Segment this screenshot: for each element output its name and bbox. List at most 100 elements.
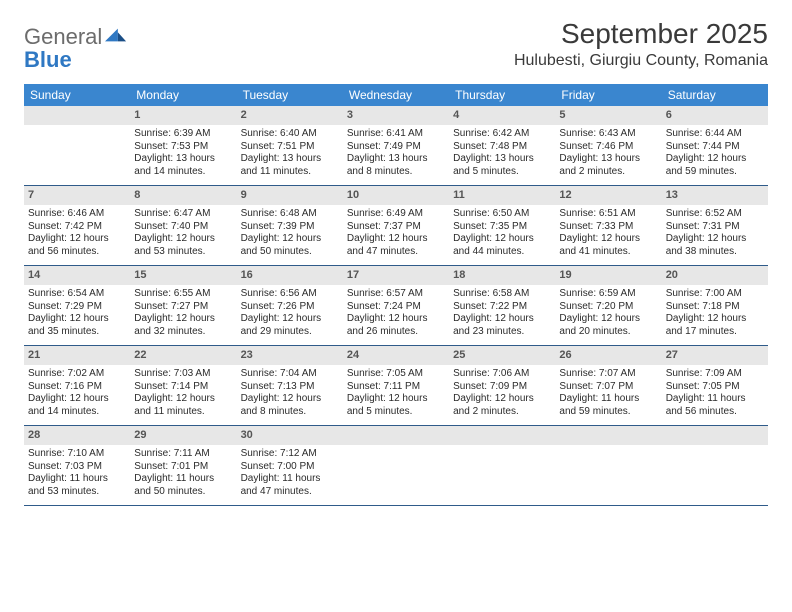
day-number-bar: 4: [449, 106, 555, 125]
day-cell: 4Sunrise: 6:42 AMSunset: 7:48 PMDaylight…: [449, 106, 555, 185]
day-cell: 3Sunrise: 6:41 AMSunset: 7:49 PMDaylight…: [343, 106, 449, 185]
title-block: September 2025 Hulubesti, Giurgiu County…: [514, 18, 768, 70]
day-number: 14: [28, 269, 40, 281]
day-number: 11: [453, 189, 465, 201]
sunset-line: Sunset: 7:14 PM: [134, 381, 232, 394]
day-number-bar: 13: [662, 186, 768, 205]
day-number: [559, 429, 562, 441]
day-number: 10: [347, 189, 359, 201]
day-number-bar: 20: [662, 266, 768, 285]
day-number: 23: [241, 349, 253, 361]
day-number-bar: 7: [24, 186, 130, 205]
daylight-line: Daylight: 12 hours and 23 minutes.: [453, 313, 551, 339]
day-number: 29: [134, 429, 146, 441]
day-number-bar: 6: [662, 106, 768, 125]
daylight-line: Daylight: 11 hours and 59 minutes.: [559, 393, 657, 419]
day-cell: 29Sunrise: 7:11 AMSunset: 7:01 PMDayligh…: [130, 426, 236, 505]
day-number: 25: [453, 349, 465, 361]
day-number: 20: [666, 269, 678, 281]
sunset-line: Sunset: 7:05 PM: [666, 381, 764, 394]
day-number-bar: 1: [130, 106, 236, 125]
day-number: [347, 429, 350, 441]
daylight-line: Daylight: 12 hours and 38 minutes.: [666, 233, 764, 259]
sunrise-line: Sunrise: 6:52 AM: [666, 208, 764, 221]
sunrise-line: Sunrise: 6:51 AM: [559, 208, 657, 221]
day-number: 13: [666, 189, 678, 201]
sunset-line: Sunset: 7:37 PM: [347, 221, 445, 234]
day-cell: [449, 426, 555, 505]
sunset-line: Sunset: 7:46 PM: [559, 141, 657, 154]
day-number-bar: 5: [555, 106, 661, 125]
sunset-line: Sunset: 7:39 PM: [241, 221, 339, 234]
day-number: 3: [347, 109, 353, 121]
day-cell: 21Sunrise: 7:02 AMSunset: 7:16 PMDayligh…: [24, 346, 130, 425]
day-number: 17: [347, 269, 359, 281]
day-number-bar: [662, 426, 768, 445]
day-number: 2: [241, 109, 247, 121]
location: Hulubesti, Giurgiu County, Romania: [514, 52, 768, 70]
day-cell: 26Sunrise: 7:07 AMSunset: 7:07 PMDayligh…: [555, 346, 661, 425]
sunset-line: Sunset: 7:00 PM: [241, 461, 339, 474]
day-cell: [343, 426, 449, 505]
sunset-line: Sunset: 7:16 PM: [28, 381, 126, 394]
day-number-bar: 2: [237, 106, 343, 125]
daylight-line: Daylight: 12 hours and 5 minutes.: [347, 393, 445, 419]
sunrise-line: Sunrise: 6:46 AM: [28, 208, 126, 221]
weekday-header: Friday: [555, 84, 661, 106]
sunset-line: Sunset: 7:51 PM: [241, 141, 339, 154]
day-number: 12: [559, 189, 571, 201]
sunrise-line: Sunrise: 6:54 AM: [28, 288, 126, 301]
daylight-line: Daylight: 12 hours and 50 minutes.: [241, 233, 339, 259]
sunrise-line: Sunrise: 6:47 AM: [134, 208, 232, 221]
logo-mark-icon: [105, 26, 127, 44]
day-number: 18: [453, 269, 465, 281]
day-cell: 25Sunrise: 7:06 AMSunset: 7:09 PMDayligh…: [449, 346, 555, 425]
day-cell: 5Sunrise: 6:43 AMSunset: 7:46 PMDaylight…: [555, 106, 661, 185]
day-cell: 7Sunrise: 6:46 AMSunset: 7:42 PMDaylight…: [24, 186, 130, 265]
day-number-bar: [343, 426, 449, 445]
day-number-bar: 14: [24, 266, 130, 285]
day-cell: 15Sunrise: 6:55 AMSunset: 7:27 PMDayligh…: [130, 266, 236, 345]
day-number: 24: [347, 349, 359, 361]
daylight-line: Daylight: 12 hours and 47 minutes.: [347, 233, 445, 259]
day-number-bar: 19: [555, 266, 661, 285]
day-cell: 14Sunrise: 6:54 AMSunset: 7:29 PMDayligh…: [24, 266, 130, 345]
weekday-header: Saturday: [662, 84, 768, 106]
weekday-header-row: SundayMondayTuesdayWednesdayThursdayFrid…: [24, 84, 768, 106]
sunrise-line: Sunrise: 7:05 AM: [347, 368, 445, 381]
sunset-line: Sunset: 7:24 PM: [347, 301, 445, 314]
day-number-bar: 17: [343, 266, 449, 285]
day-number-bar: 8: [130, 186, 236, 205]
sunrise-line: Sunrise: 6:56 AM: [241, 288, 339, 301]
sunrise-line: Sunrise: 7:12 AM: [241, 448, 339, 461]
day-number-bar: 26: [555, 346, 661, 365]
daylight-line: Daylight: 13 hours and 14 minutes.: [134, 153, 232, 179]
day-number-bar: 15: [130, 266, 236, 285]
sunset-line: Sunset: 7:42 PM: [28, 221, 126, 234]
day-number-bar: 30: [237, 426, 343, 445]
day-number: 4: [453, 109, 459, 121]
day-cell: 8Sunrise: 6:47 AMSunset: 7:40 PMDaylight…: [130, 186, 236, 265]
month-title: September 2025: [514, 18, 768, 50]
calendar: SundayMondayTuesdayWednesdayThursdayFrid…: [24, 84, 768, 506]
day-cell: 12Sunrise: 6:51 AMSunset: 7:33 PMDayligh…: [555, 186, 661, 265]
sunrise-line: Sunrise: 6:44 AM: [666, 128, 764, 141]
day-number: 28: [28, 429, 40, 441]
day-number-bar: 29: [130, 426, 236, 445]
daylight-line: Daylight: 12 hours and 59 minutes.: [666, 153, 764, 179]
daylight-line: Daylight: 11 hours and 53 minutes.: [28, 473, 126, 499]
daylight-line: Daylight: 13 hours and 2 minutes.: [559, 153, 657, 179]
day-number-bar: 24: [343, 346, 449, 365]
daylight-line: Daylight: 12 hours and 20 minutes.: [559, 313, 657, 339]
sunset-line: Sunset: 7:53 PM: [134, 141, 232, 154]
day-number: 1: [134, 109, 140, 121]
logo-text-general: General: [24, 24, 102, 49]
sunset-line: Sunset: 7:11 PM: [347, 381, 445, 394]
day-cell: [662, 426, 768, 505]
day-cell: 27Sunrise: 7:09 AMSunset: 7:05 PMDayligh…: [662, 346, 768, 425]
daylight-line: Daylight: 11 hours and 56 minutes.: [666, 393, 764, 419]
day-number-bar: 18: [449, 266, 555, 285]
day-cell: 10Sunrise: 6:49 AMSunset: 7:37 PMDayligh…: [343, 186, 449, 265]
sunrise-line: Sunrise: 6:55 AM: [134, 288, 232, 301]
sunset-line: Sunset: 7:26 PM: [241, 301, 339, 314]
